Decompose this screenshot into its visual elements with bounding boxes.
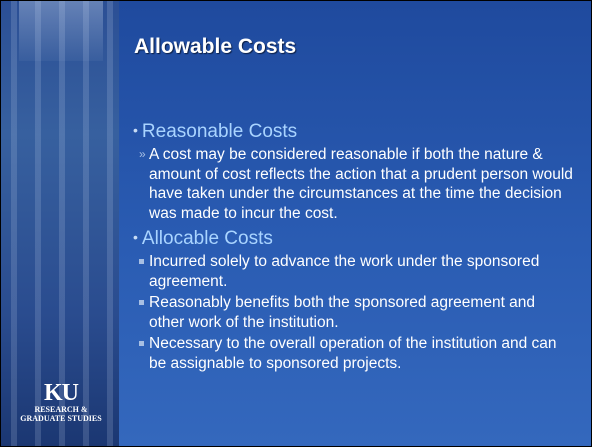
logo: KU RESEARCH & GRADUATE STUDIES (11, 381, 111, 423)
slide-title: Allowable Costs (134, 35, 296, 59)
item-list: Incurred solely to advance the work unde… (149, 252, 573, 373)
logo-name: RESEARCH & GRADUATE STUDIES (11, 405, 111, 423)
section-heading: Reasonable Costs (133, 118, 573, 144)
content: Reasonable CostsA cost may be considered… (133, 116, 573, 375)
item-list: A cost may be considered reasonable if b… (149, 145, 573, 223)
list-item: Incurred solely to advance the work unde… (149, 252, 573, 291)
list-item: Reasonably benefits both the sponsored a… (149, 293, 573, 332)
list-item: A cost may be considered reasonable if b… (149, 145, 573, 223)
slide: Allowable Costs Reasonable CostsA cost m… (0, 0, 592, 447)
logo-mark: KU (11, 381, 111, 405)
section: Reasonable CostsA cost may be considered… (133, 118, 573, 223)
list-item: Necessary to the overall operation of th… (149, 334, 573, 373)
section-heading: Allocable Costs (133, 225, 573, 251)
